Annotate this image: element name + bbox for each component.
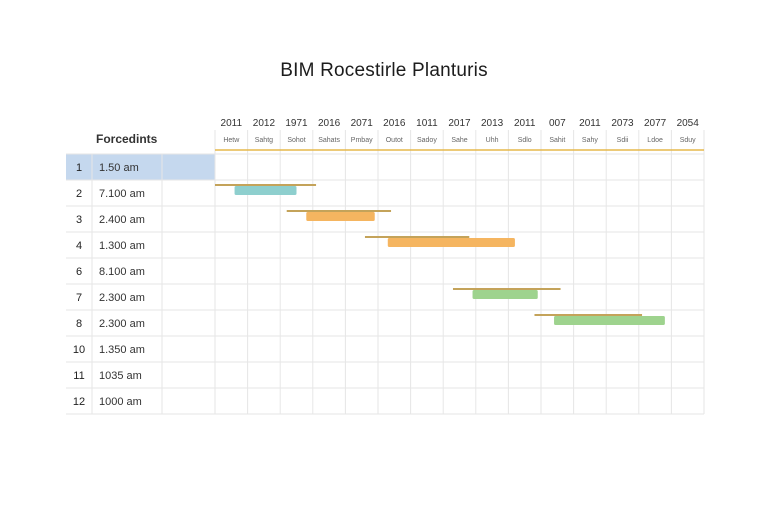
row-number: 2 [76,188,82,200]
column-year-label: 2077 [644,118,667,129]
column-year-label: 2011 [579,118,601,129]
column-sub-label: Hetw [223,137,240,144]
row-number: 11 [73,370,84,382]
column-sub-label: Sohot [287,137,305,144]
column-year-label: 2017 [448,118,471,129]
column-sub-label: Sdii [617,137,629,144]
row-number: 7 [76,292,82,304]
row-time: 1.350 am [99,344,145,356]
task-bar [387,238,515,247]
column-year-label: 2011 [514,118,536,129]
column-sub-label: Sahtg [255,137,273,144]
column-sub-label: Sduy [680,137,696,144]
task-bar [472,290,538,299]
column-sub-label: Outot [386,137,403,144]
column-sub-label: Sahit [549,137,565,144]
column-year-label: 2016 [318,118,341,129]
row-number: 10 [73,344,85,356]
row-time: 2.400 am [99,214,145,226]
row-number: 12 [73,396,85,408]
column-sub-label: Pmbay [351,137,373,144]
column-year-label: 2012 [253,118,276,129]
task-bar [554,316,665,325]
row-number: 6 [76,266,82,278]
column-year-label: 2013 [481,118,504,129]
column-sub-label: Uhh [486,137,499,144]
column-year-label: 2054 [677,118,700,129]
column-year-label: 2011 [221,118,243,129]
grid-lines [66,130,705,415]
row-time: 1.50 am [99,162,139,174]
row-time: 1000 am [99,396,142,408]
task-bar [306,212,375,221]
column-year-label: 1011 [416,118,438,129]
row-time: 1.300 am [99,240,145,252]
row-time: 2.300 am [99,292,145,304]
task-bars [215,184,665,325]
row-time: 7.100 am [99,188,145,200]
row-number: 4 [76,240,82,252]
column-year-label: 007 [549,118,566,129]
row-number: 1 [76,162,82,174]
table-column-header: Forcedints [96,132,158,146]
column-sub-label: Sadoy [417,137,437,144]
column-sub-label: Sahe [451,137,467,144]
row-time: 1035 am [99,370,142,382]
column-year-label: 2073 [611,118,634,129]
column-sub-label: Sahy [582,137,598,144]
column-sub-label: Ldoe [647,137,663,144]
column-year-label: 2016 [383,118,406,129]
chart-title: BIM Rocestirle Planturis [280,60,488,81]
selected-row-highlight [66,154,215,180]
timeline-header: 2011 Hetw 2012 Sahtg 1971 Sohot 2016 Sahats 2071… [215,118,704,151]
task-bar [234,186,297,195]
table-rows: 1 1.50 am 2 7.100 am 3 2.400 am 4 1.300 am 6 8.10… [73,162,145,408]
column-sub-label: Sahats [318,137,340,144]
row-time: 8.100 am [99,266,145,278]
row-time: 2.300 am [99,318,145,330]
column-year-label: 2071 [351,118,374,129]
column-sub-label: Sdlo [518,137,532,144]
row-number: 8 [76,318,82,330]
row-number: 3 [76,214,82,226]
column-year-label: 1971 [285,118,308,129]
